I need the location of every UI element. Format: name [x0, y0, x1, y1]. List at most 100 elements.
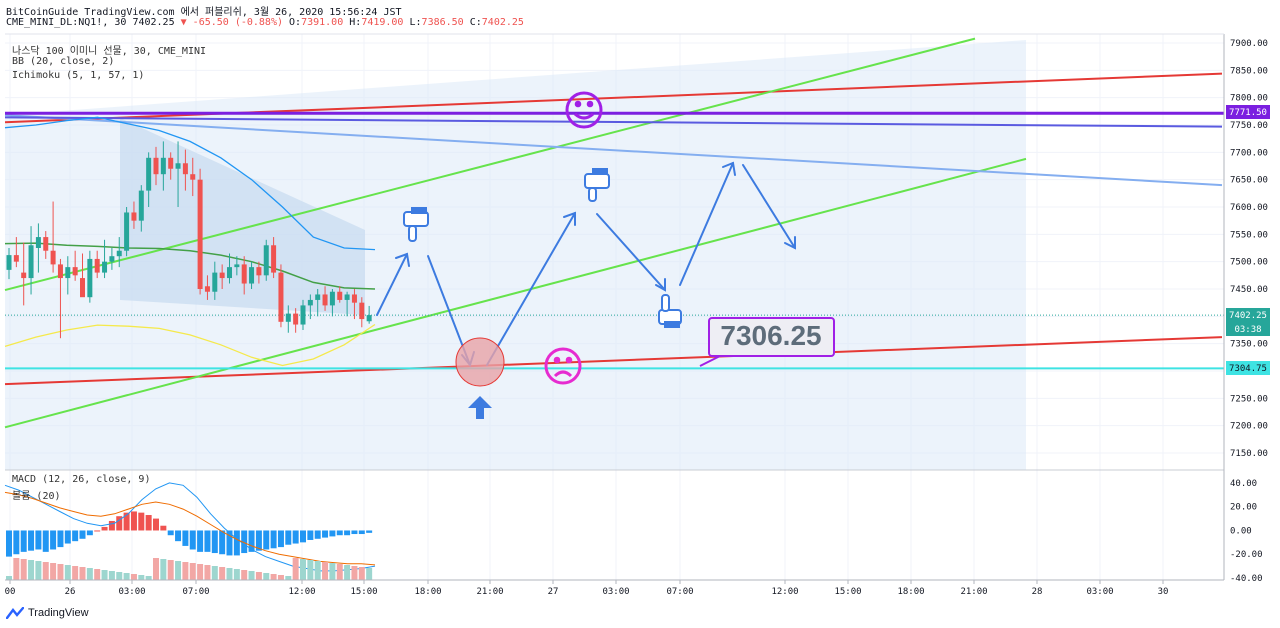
candles[interactable] — [6, 141, 372, 339]
high-label: H: — [349, 17, 362, 28]
macd-tick-label: 20.00 — [1230, 503, 1257, 513]
candle-body[interactable] — [322, 294, 328, 306]
price-tick-label: 7200.00 — [1230, 422, 1268, 432]
trendline-purple-second[interactable] — [4, 116, 1223, 128]
macd-hist-bar — [94, 530, 101, 532]
support-touch-circle[interactable] — [455, 337, 505, 387]
candle-body[interactable] — [197, 179, 203, 289]
candle-body[interactable] — [80, 278, 85, 298]
candle-body[interactable] — [131, 212, 137, 221]
macd-hist-bar — [101, 526, 108, 531]
candle-body[interactable] — [351, 294, 357, 303]
macd-hist-bar — [219, 530, 226, 555]
support-level-tag: 7304.75 — [1229, 364, 1267, 374]
macd-hist-bar — [358, 530, 365, 535]
last-price-tag-bg — [1226, 308, 1270, 322]
candle-body[interactable] — [43, 237, 49, 251]
candle-body[interactable] — [109, 256, 115, 262]
arrow-6 — [742, 164, 796, 249]
trendline-red-lower[interactable] — [4, 336, 1223, 386]
price-callout[interactable]: 7306.25 — [699, 317, 835, 367]
candle-body[interactable] — [344, 294, 350, 300]
candle-body[interactable] — [249, 267, 255, 284]
candle-body[interactable] — [168, 157, 174, 169]
candle-body[interactable] — [359, 302, 365, 320]
bb-basis-line — [4, 242, 376, 290]
candle-body[interactable] — [204, 286, 210, 292]
arrow-6-head — [784, 236, 796, 250]
candle-body[interactable] — [263, 245, 269, 276]
volume-bar — [64, 565, 71, 580]
price-tick-label: 7750.00 — [1230, 121, 1268, 131]
candle-body[interactable] — [65, 267, 71, 279]
volume-bar — [351, 566, 358, 580]
price-axis[interactable]: 7900.00 7850.00 7800.00 7750.00 7700.00 7650.… — [1230, 39, 1268, 459]
volume-bar — [20, 559, 27, 580]
tradingview-logo[interactable]: TradingView — [6, 607, 89, 619]
candle-body[interactable] — [219, 272, 225, 279]
candle-body[interactable] — [146, 157, 152, 191]
candle-body[interactable] — [138, 190, 144, 221]
macd-hist-bar — [79, 530, 86, 539]
candle-body[interactable] — [212, 272, 218, 292]
trendline-green-lower[interactable] — [4, 157, 1027, 429]
volume-bar — [79, 567, 86, 580]
candle-body[interactable] — [293, 313, 299, 325]
candle-body[interactable] — [241, 264, 247, 284]
price-tick-label: 7350.00 — [1230, 340, 1268, 350]
trendline-green-upper[interactable] — [4, 37, 976, 292]
macd-hist-bar — [277, 530, 284, 548]
volume-bar — [153, 558, 159, 580]
time-axis[interactable]: 00 26 03:00 07:00 12:00 15:00 18:00 21:00 27 03:0… — [5, 580, 1169, 597]
candle-body[interactable] — [21, 272, 27, 279]
candle-body[interactable] — [94, 258, 100, 273]
volume-bar — [344, 565, 351, 580]
volume-bar — [42, 562, 49, 580]
candle-body[interactable] — [124, 212, 130, 251]
macd-hist-bar — [175, 530, 182, 542]
candle-body[interactable] — [366, 315, 372, 322]
volume-bar — [108, 571, 115, 580]
volume-bar — [57, 564, 64, 580]
time-tick-label: 18:00 — [414, 587, 441, 597]
projection-zone — [5, 40, 1026, 470]
candle-body[interactable] — [278, 272, 284, 322]
candle-body[interactable] — [50, 250, 56, 265]
time-tick-label: 07:00 — [182, 587, 209, 597]
candle-body[interactable] — [35, 237, 41, 248]
candle-body[interactable] — [6, 255, 12, 270]
candle-body[interactable] — [285, 313, 291, 322]
arrow-3 — [486, 212, 576, 366]
candle-body[interactable] — [227, 267, 232, 279]
candle-body[interactable] — [153, 157, 159, 175]
volume-bar — [358, 567, 365, 580]
candle-body[interactable] — [182, 163, 188, 175]
candle-body[interactable] — [271, 245, 277, 273]
candle-body[interactable] — [72, 267, 78, 276]
candle-body[interactable] — [234, 264, 240, 268]
macd-hist-bar — [35, 530, 42, 550]
candle-body[interactable] — [315, 294, 321, 300]
candle-body[interactable] — [116, 250, 122, 257]
candle-body[interactable] — [329, 291, 335, 306]
candle-body[interactable] — [175, 163, 181, 169]
candle-body[interactable] — [160, 157, 166, 175]
candle-body[interactable] — [300, 305, 306, 325]
candle-body[interactable] — [190, 174, 196, 180]
support-level-tag-bg — [1226, 361, 1270, 375]
candle-body[interactable] — [87, 258, 93, 298]
candle-body[interactable] — [307, 299, 313, 306]
macd-hist-bar — [233, 530, 240, 556]
candle-body[interactable] — [337, 291, 343, 300]
macd-hist-bar — [123, 512, 130, 531]
candle-body[interactable] — [28, 245, 34, 279]
candle-body[interactable] — [13, 255, 19, 262]
macd-axis[interactable]: 40.00 20.00 0.00 -20.00 -40.00 — [1230, 479, 1263, 584]
candle-body[interactable] — [102, 261, 108, 273]
low-value: 7386.50 — [421, 17, 464, 28]
candle-body[interactable] — [256, 267, 262, 276]
trendline-lightblue[interactable] — [4, 114, 1223, 187]
price-tick-label: 7850.00 — [1230, 66, 1268, 76]
candle-body[interactable] — [57, 264, 63, 279]
